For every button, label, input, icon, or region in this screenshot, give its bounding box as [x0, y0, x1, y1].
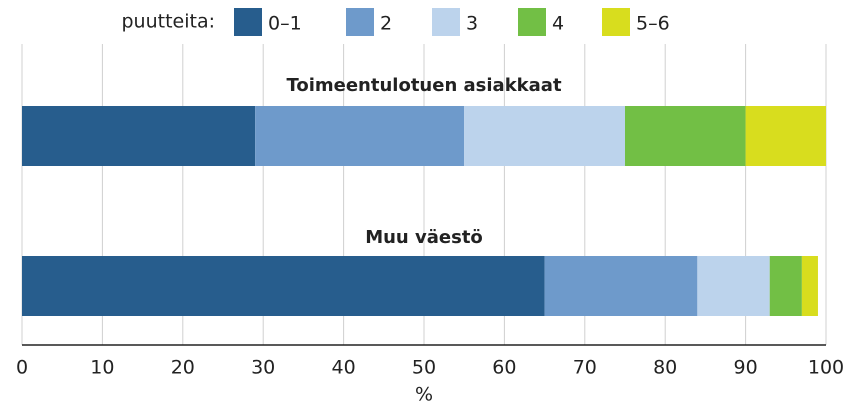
bar-segment — [22, 256, 545, 316]
bar-segment — [697, 256, 770, 316]
category-label: Toimeentulotuen asiakkaat — [286, 75, 561, 96]
bar-segment — [625, 106, 746, 166]
legend-swatch — [432, 8, 460, 36]
legend-label: 0–1 — [268, 13, 302, 35]
legend-label: 2 — [380, 13, 392, 35]
legend-swatch — [602, 8, 630, 36]
bar-segment — [255, 106, 465, 166]
x-tick-label: 80 — [653, 357, 677, 379]
category-label: Muu väestö — [365, 227, 483, 248]
x-tick-label: 90 — [734, 357, 758, 379]
bar-segment — [745, 106, 826, 166]
x-tick-label: 50 — [412, 357, 436, 379]
x-tick-label: 30 — [251, 357, 275, 379]
legend-label: 3 — [466, 13, 478, 35]
x-tick-label: 60 — [492, 357, 516, 379]
legend-swatch — [234, 8, 262, 36]
legend-swatch — [518, 8, 546, 36]
x-tick-label: 70 — [573, 357, 597, 379]
x-tick-label: 100 — [808, 357, 844, 379]
x-tick-label: 0 — [16, 357, 28, 379]
legend-title: puutteita: — [121, 11, 215, 33]
legend-swatch — [346, 8, 374, 36]
legend-label: 5–6 — [636, 13, 670, 35]
x-tick-label: 10 — [90, 357, 114, 379]
bar-segment — [544, 256, 698, 316]
legend-label: 4 — [552, 13, 564, 35]
x-tick-label: 40 — [332, 357, 356, 379]
x-axis-label: % — [415, 384, 433, 403]
bar-segment — [769, 256, 802, 316]
x-tick-label: 20 — [171, 357, 195, 379]
bar-segment — [464, 106, 625, 166]
bar-segment — [801, 256, 818, 316]
bar-segment — [22, 106, 256, 166]
